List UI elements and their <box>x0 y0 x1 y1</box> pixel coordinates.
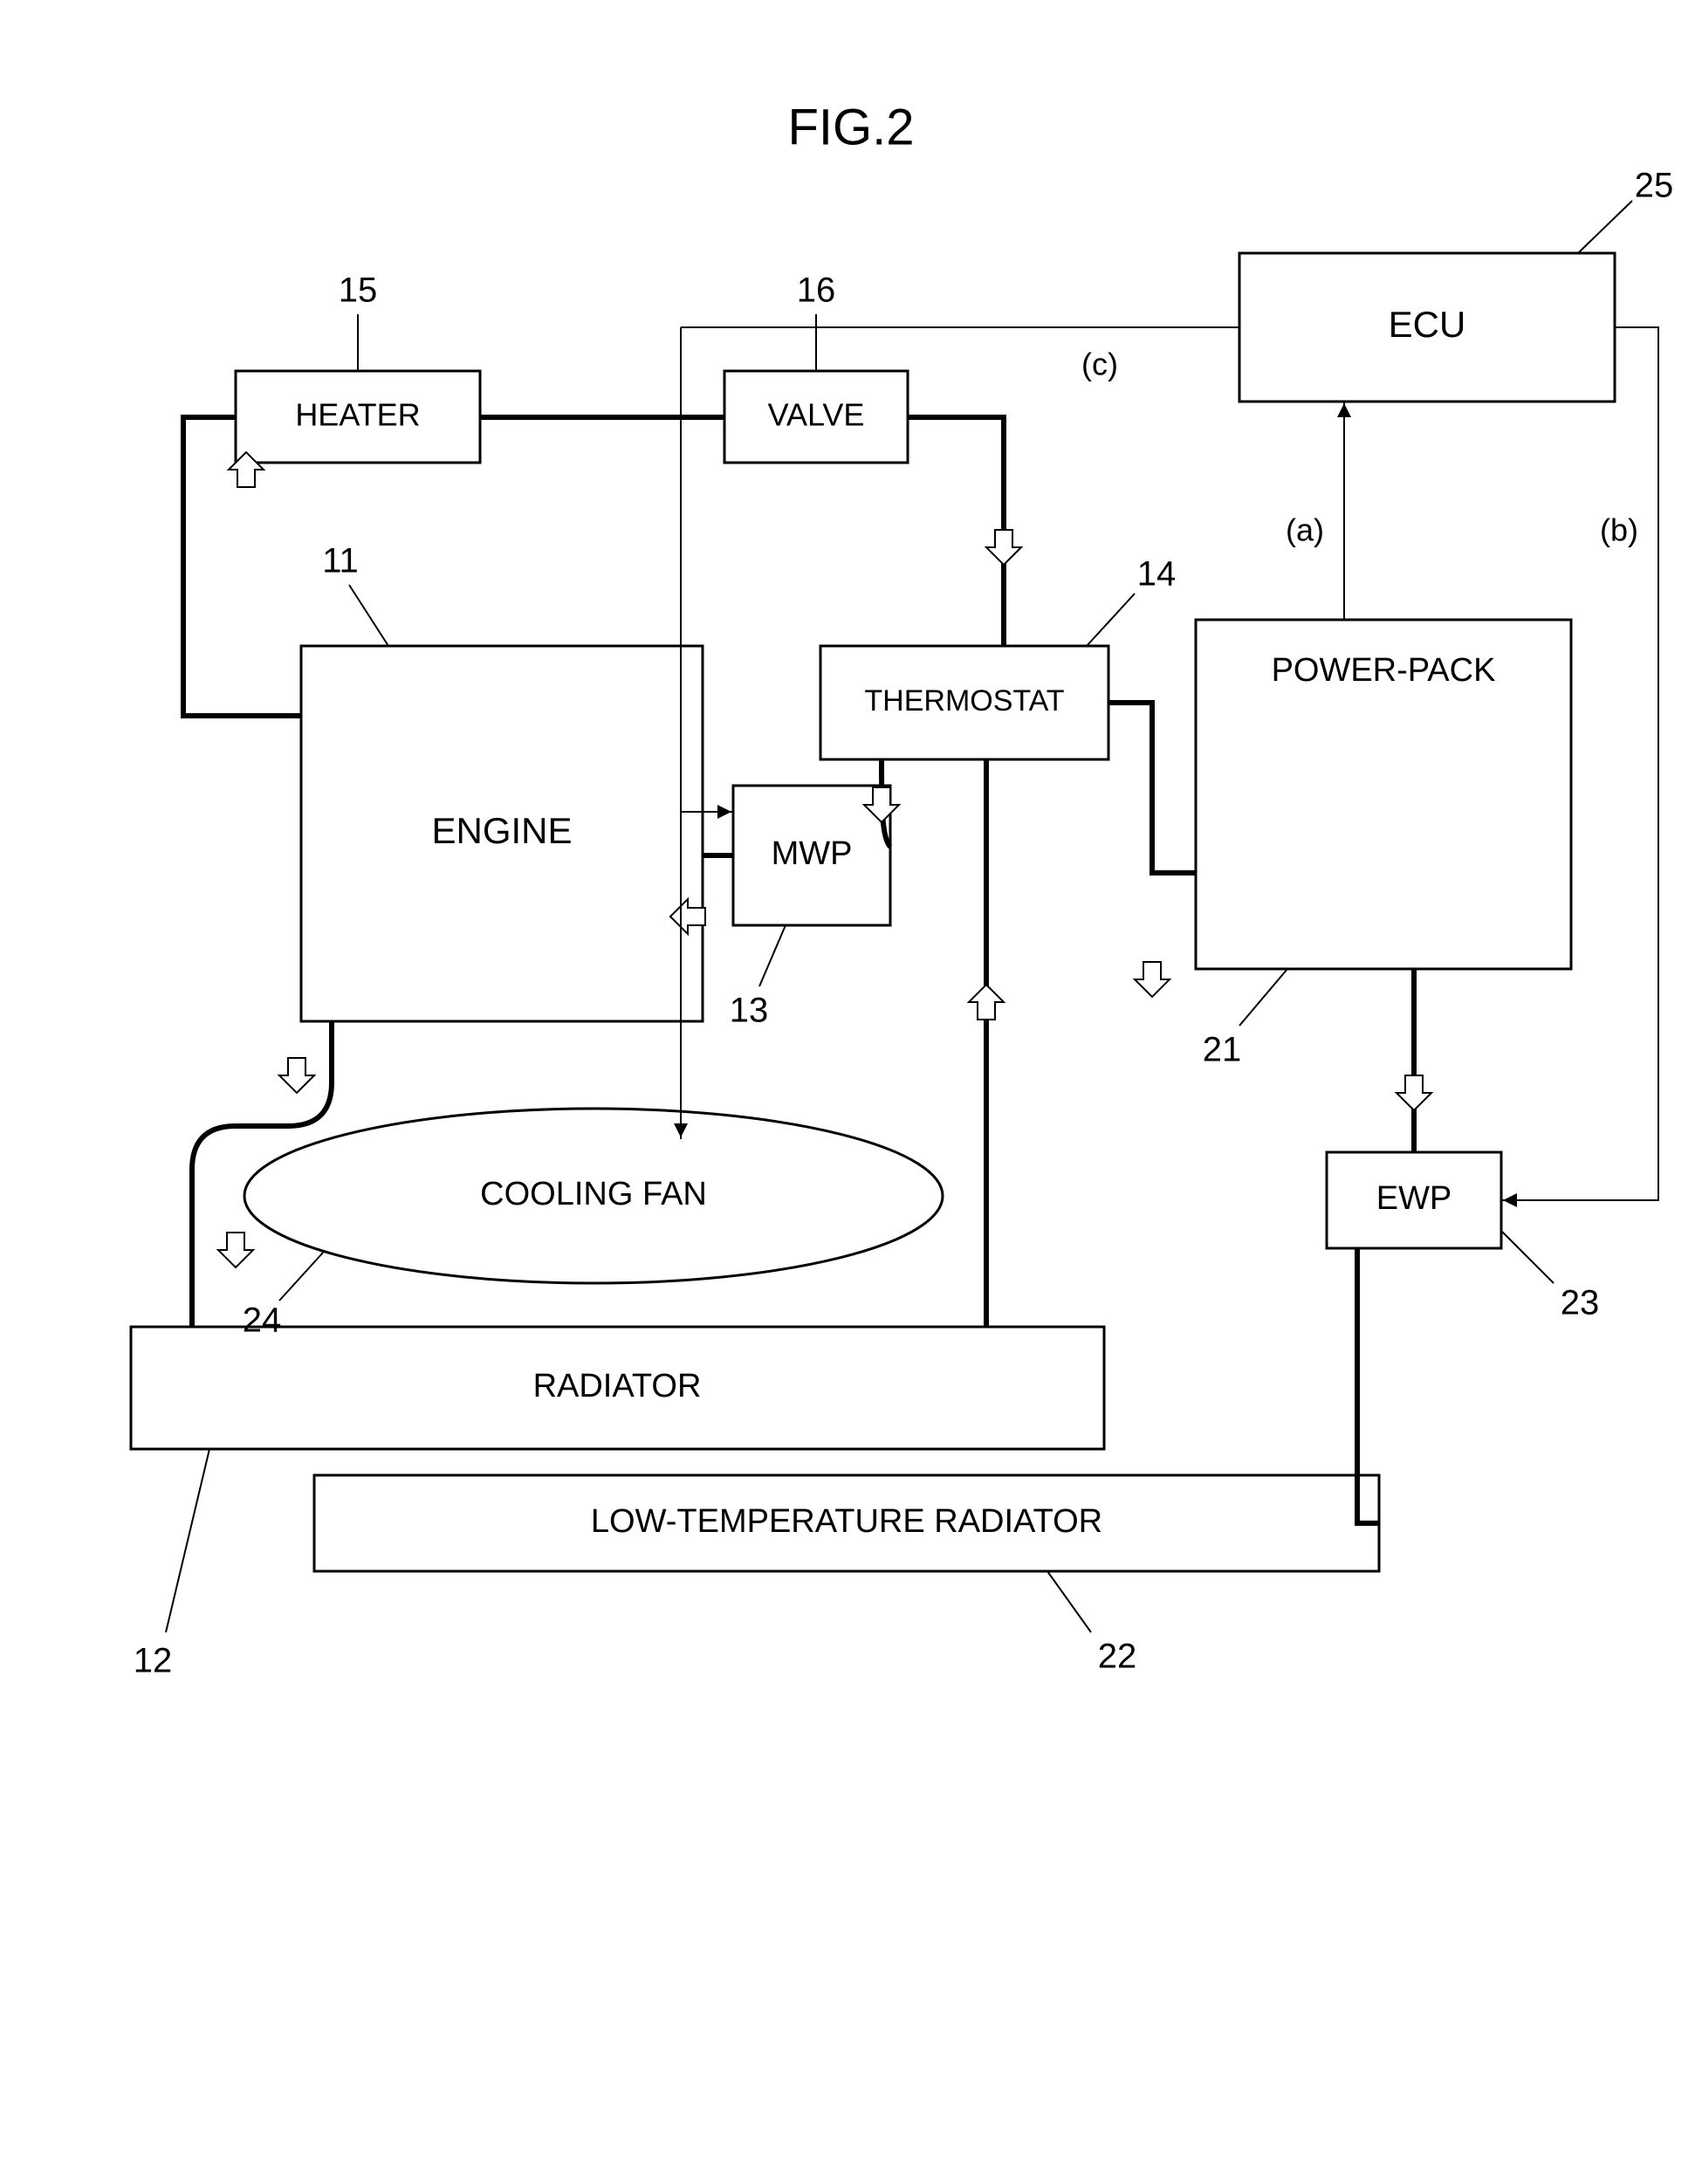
valve-label: VALVE <box>768 397 865 433</box>
block-cooling-fan: COOLING FAN <box>244 1109 943 1283</box>
power-pack-label: POWER-PACK <box>1272 652 1496 689</box>
label-a: (a) <box>1286 512 1324 548</box>
ref-14: 14 <box>1137 555 1177 594</box>
ref-22: 22 <box>1098 1638 1137 1676</box>
heater-label: HEATER <box>295 397 420 433</box>
ref-12: 12 <box>134 1642 173 1680</box>
flow-arrow-engine-down <box>279 1058 314 1093</box>
engine-label: ENGINE <box>431 810 572 851</box>
block-power-pack: POWER-PACK <box>1196 620 1571 969</box>
cooling-fan-label: COOLING FAN <box>480 1176 707 1212</box>
leader-13 <box>759 925 786 986</box>
ref-16: 16 <box>797 271 836 310</box>
flow-arrow-radiator-thermostat <box>969 985 1004 1020</box>
block-engine: ENGINE <box>301 646 703 1021</box>
pipe-valve-to-thermostat <box>908 417 1004 646</box>
flow-arrow-thermostat-pp <box>1135 962 1170 997</box>
block-radiator: RADIATOR <box>131 1327 1104 1449</box>
ref-13: 13 <box>730 992 769 1030</box>
pipe-thermostat-to-powerpack <box>1108 703 1196 873</box>
block-ewp: EWP <box>1327 1152 1501 1248</box>
ref-21: 21 <box>1203 1031 1242 1069</box>
ewp-label: EWP <box>1376 1180 1452 1217</box>
leader-24 <box>279 1253 323 1301</box>
ref-11: 11 <box>322 542 359 580</box>
flow-arrow-valve-thermostat <box>986 530 1021 565</box>
block-ecu: ECU <box>1239 253 1615 402</box>
thermostat-label: THERMOSTAT <box>864 684 1064 718</box>
lt-radiator-label: LOW-TEMPERATURE RADIATOR <box>591 1503 1102 1540</box>
block-heater: HEATER <box>236 371 480 463</box>
leader-14 <box>1087 594 1135 646</box>
figure-title: FIG.2 <box>787 99 914 155</box>
block-valve: VALVE <box>724 371 908 463</box>
flow-arrow-pp-ewp <box>1397 1075 1431 1110</box>
leader-11 <box>349 585 388 646</box>
leader-21 <box>1239 969 1287 1026</box>
leader-23 <box>1501 1231 1554 1283</box>
block-thermostat: THERMOSTAT <box>820 646 1108 759</box>
label-c: (c) <box>1081 347 1118 382</box>
arrowhead-c-mwp <box>717 805 731 819</box>
radiator-label: RADIATOR <box>533 1368 702 1404</box>
ref-24: 24 <box>243 1301 282 1340</box>
leader-25 <box>1578 201 1632 253</box>
ecu-label: ECU <box>1389 304 1466 345</box>
leader-12 <box>166 1449 209 1632</box>
ref-25: 25 <box>1635 167 1674 205</box>
label-b: (b) <box>1600 512 1638 548</box>
leader-22 <box>1047 1571 1091 1632</box>
block-lt-radiator: LOW-TEMPERATURE RADIATOR <box>314 1475 1379 1571</box>
ref-23: 23 <box>1561 1284 1600 1322</box>
arrowhead-b <box>1503 1193 1517 1207</box>
ref-15: 15 <box>339 271 378 310</box>
flow-arrow-radiator-down <box>218 1233 253 1267</box>
mwp-label: MWP <box>772 835 853 872</box>
arrowhead-a <box>1337 403 1351 417</box>
